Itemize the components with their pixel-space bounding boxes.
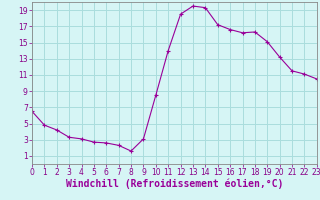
X-axis label: Windchill (Refroidissement éolien,°C): Windchill (Refroidissement éolien,°C) (66, 179, 283, 189)
